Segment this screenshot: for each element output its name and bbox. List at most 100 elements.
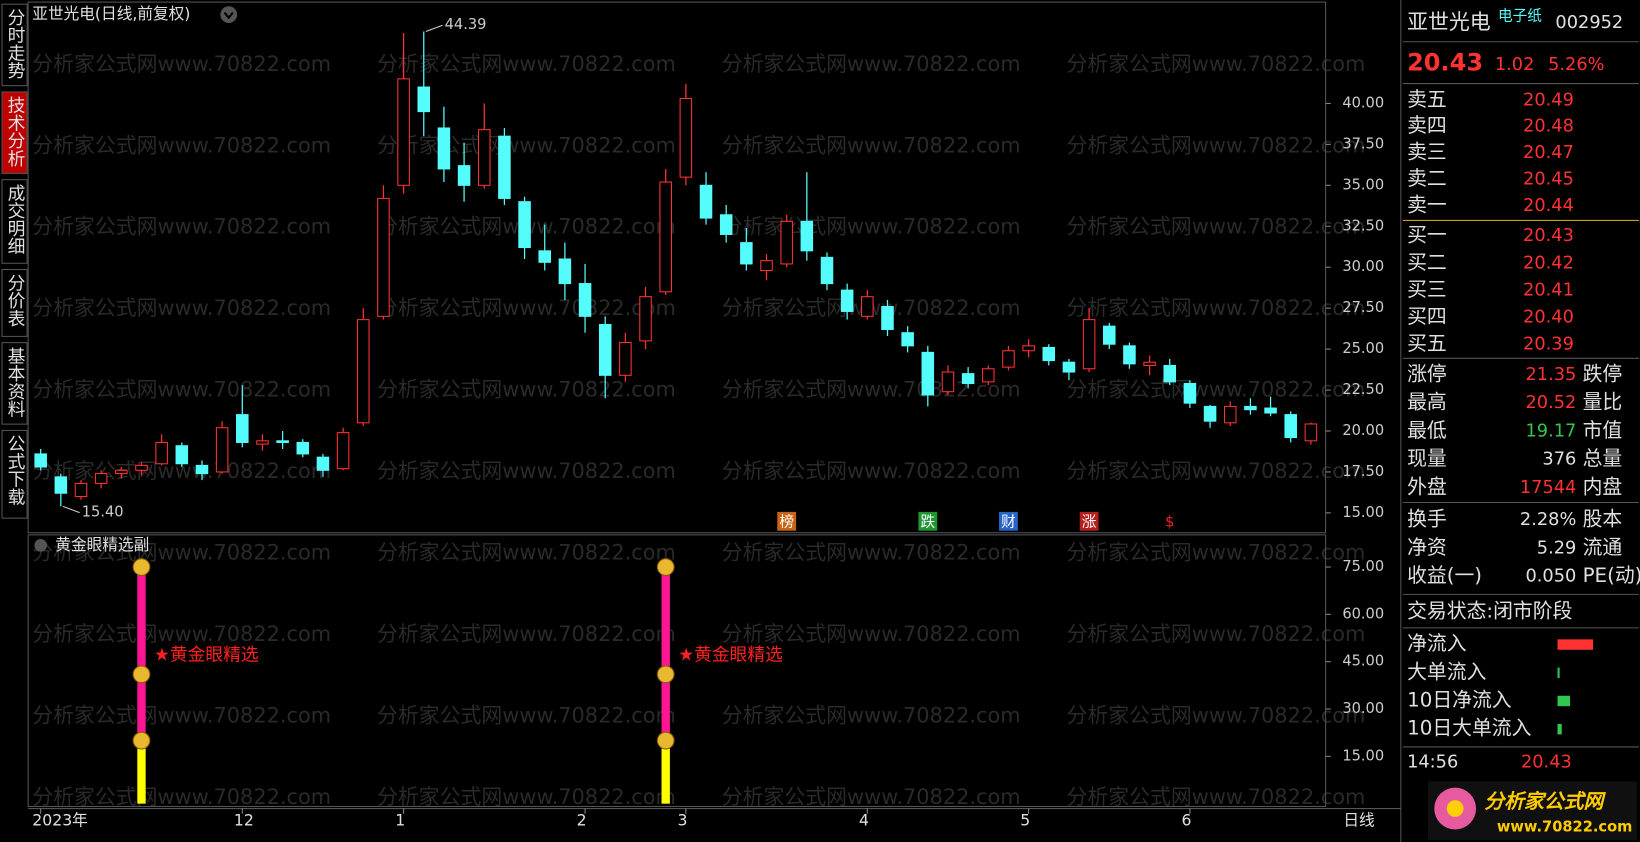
signal-marker: [132, 665, 151, 684]
watermark: 分析家公式网www.70822.com: [1067, 52, 1366, 76]
watermark: 分析家公式网www.70822.com: [32, 541, 331, 565]
watermark: 分析家公式网www.70822.com: [32, 378, 331, 402]
watermark: 分析家公式网www.70822.com: [1067, 296, 1366, 320]
tab-label[interactable]: 分时走势: [5, 8, 26, 79]
candle-body: [921, 351, 935, 396]
tab[interactable]: [1, 179, 28, 264]
tab-label[interactable]: 公式下载: [5, 435, 26, 506]
stat-label: 跌停: [1583, 363, 1623, 386]
watermark: 分析家公式网www.70822.com: [377, 704, 676, 728]
stat-label: 总量: [1583, 447, 1623, 470]
candle-body: [236, 414, 249, 443]
x-tick-label: 3: [678, 811, 688, 830]
last-price: 20.43: [1407, 49, 1483, 77]
event-badge[interactable]: [999, 511, 1018, 531]
y-tick-label: 60.00: [1342, 605, 1384, 622]
candle-body: [195, 464, 209, 475]
candle-body: [1062, 361, 1076, 373]
stat-value: 5.29: [1537, 538, 1577, 558]
menu-button[interactable]: [220, 6, 238, 23]
tick-time: 14:56: [1407, 753, 1458, 773]
indicator-frame: [27, 534, 1327, 808]
candle-body: [1264, 407, 1277, 414]
signal-bar: [137, 567, 146, 741]
candle-body: [598, 324, 612, 376]
signal-marker: [132, 558, 151, 576]
chart-title: 亚世光电(日线,前复权): [32, 4, 190, 23]
watermark: 分析家公式网www.70822.com: [1067, 622, 1366, 646]
stat-label: 流通: [1583, 536, 1623, 559]
tab[interactable]: [1, 342, 28, 425]
tab[interactable]: [1, 91, 28, 174]
candle-body: [1143, 361, 1156, 367]
watermark: 分析家公式网www.70822.com: [32, 785, 331, 809]
stat-value: 2.28%: [1520, 510, 1576, 530]
candle-body: [820, 256, 834, 285]
event-badge[interactable]: [918, 511, 938, 531]
tab-label[interactable]: 技术分析: [5, 96, 26, 167]
tab-label[interactable]: 成交明细: [5, 183, 26, 254]
y-tick-label: 35.00: [1342, 176, 1384, 193]
watermark: 分析家公式网www.70822.com: [377, 133, 676, 157]
extreme-label: 44.39: [445, 16, 487, 33]
ask-label: 卖五: [1407, 88, 1447, 111]
stat-label: 现量: [1407, 447, 1447, 470]
watermark: 分析家公式网www.70822.com: [722, 52, 1021, 76]
candle-body: [961, 373, 975, 385]
event-label[interactable]: 跌: [921, 513, 936, 530]
stat-label: 最高: [1407, 391, 1447, 414]
x-tick-label: 5: [1020, 811, 1030, 830]
watermark: 分析家公式网www.70822.com: [377, 459, 676, 483]
logo-title: 分析家公式网: [1484, 790, 1606, 813]
tick-price: 20.43: [1521, 753, 1572, 773]
watermark: 分析家公式网www.70822.com: [722, 541, 1021, 565]
watermark: 分析家公式网www.70822.com: [1067, 459, 1366, 483]
watermark: 分析家公式网www.70822.com: [722, 378, 1021, 402]
event-label[interactable]: 财: [1001, 513, 1016, 530]
tab-label[interactable]: 分价表: [5, 273, 26, 327]
watermark: 分析家公式网www.70822.com: [1067, 785, 1366, 809]
signal-label: ★黄金眼精选: [154, 644, 259, 665]
x-tick-label: 2023年: [32, 811, 88, 830]
candle-body: [619, 342, 632, 376]
indicator-title: 黄金眼精选副: [55, 535, 149, 554]
event-label[interactable]: 涨: [1082, 513, 1097, 530]
candle-body: [417, 86, 431, 113]
watermark: 分析家公式网www.70822.com: [377, 541, 676, 565]
candle-body: [1163, 364, 1177, 383]
event-label[interactable]: 榜: [779, 513, 794, 530]
watermark: 分析家公式网www.70822.com: [377, 52, 676, 76]
candle-body: [982, 368, 995, 383]
tab-label[interactable]: 基本资料: [5, 346, 26, 417]
indicator-menu[interactable]: [34, 539, 47, 552]
x-tick-label: 2: [577, 811, 587, 830]
y-tick-label: 15.00: [1342, 747, 1384, 764]
event-badge[interactable]: [1079, 511, 1099, 531]
candle-body: [840, 289, 854, 312]
candle-body: [578, 283, 592, 317]
candle-body: [719, 214, 733, 235]
tab[interactable]: [1, 429, 28, 519]
stock-code: 002952: [1555, 13, 1623, 33]
period-label[interactable]: 日线: [1343, 811, 1375, 830]
watermark: 分析家公式网www.70822.com: [1067, 215, 1366, 239]
tab[interactable]: [1, 269, 28, 337]
extreme-label: 15.40: [82, 504, 124, 521]
stat-value: 21.35: [1526, 365, 1577, 385]
candle-body: [437, 127, 451, 170]
flow-label: 10日净流入: [1407, 688, 1512, 711]
event-label[interactable]: $: [1165, 513, 1174, 530]
candle-body: [941, 371, 955, 393]
event-badge[interactable]: [777, 511, 797, 531]
candle-body: [1284, 414, 1297, 439]
signal-label: ★黄金眼精选: [678, 644, 783, 665]
candle-body: [1022, 345, 1035, 352]
y-tick-label: 17.50: [1342, 463, 1384, 480]
watermark: 分析家公式网www.70822.com: [32, 133, 331, 157]
candle-body: [861, 296, 874, 317]
candle-body: [558, 258, 572, 285]
tab[interactable]: [1, 3, 28, 87]
watermark: 分析家公式网www.70822.com: [1067, 378, 1366, 402]
y-tick-label: 45.00: [1342, 653, 1384, 670]
stat-label: 市值: [1583, 419, 1623, 442]
